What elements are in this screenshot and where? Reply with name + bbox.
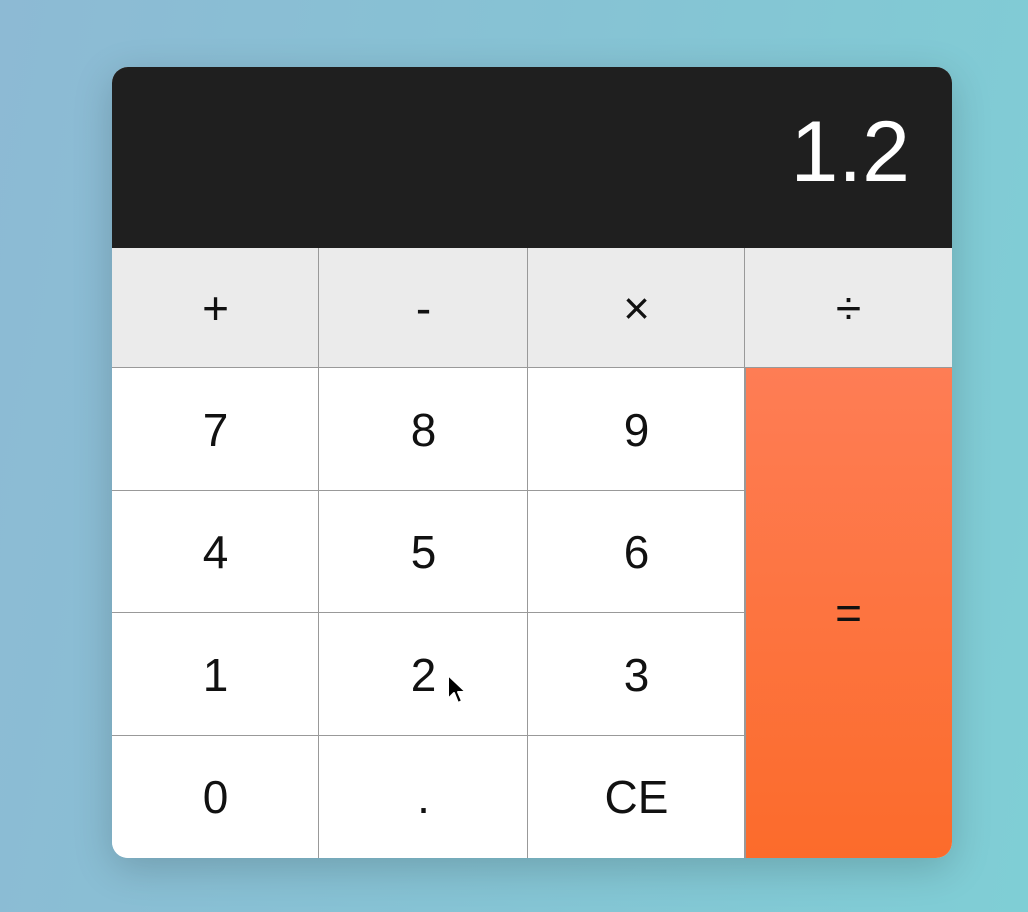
equals-button[interactable]: = [745,368,952,858]
digit-4-button[interactable]: 4 [112,491,319,613]
digit-2-button[interactable]: 2 [319,613,528,736]
digit-3-button[interactable]: 3 [528,613,745,736]
divide-button[interactable]: ÷ [745,248,952,368]
digit-0-button[interactable]: 0 [112,736,319,858]
calculator-display: 1.2 [112,67,952,248]
calculator: 1.2 + - × ÷ 7 8 9 4 5 6 1 2 3 0 . CE = [112,67,952,858]
decimal-button[interactable]: . [319,736,528,858]
digit-9-button[interactable]: 9 [528,368,745,491]
digit-1-button[interactable]: 1 [112,613,319,736]
clear-entry-button[interactable]: CE [528,736,745,858]
subtract-button[interactable]: - [319,248,528,368]
digit-6-button[interactable]: 6 [528,491,745,613]
digit-5-button[interactable]: 5 [319,491,528,613]
add-button[interactable]: + [112,248,319,368]
keypad: + - × ÷ 7 8 9 4 5 6 1 2 3 0 . CE = [112,248,952,858]
digit-8-button[interactable]: 8 [319,368,528,491]
multiply-button[interactable]: × [528,248,745,368]
digit-7-button[interactable]: 7 [112,368,319,491]
